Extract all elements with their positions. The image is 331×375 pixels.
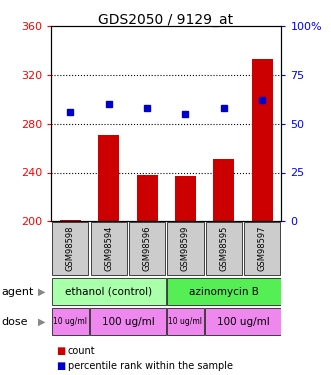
- Text: 10 ug/ml: 10 ug/ml: [168, 317, 203, 326]
- Bar: [91, 222, 127, 275]
- Text: GDS2050 / 9129_at: GDS2050 / 9129_at: [98, 13, 233, 27]
- Text: GSM98597: GSM98597: [258, 226, 267, 271]
- Bar: [52, 308, 89, 335]
- Text: 100 ug/ml: 100 ug/ml: [216, 316, 269, 327]
- Bar: [90, 308, 166, 335]
- Bar: [52, 278, 166, 305]
- Bar: [205, 308, 281, 335]
- Bar: [52, 222, 88, 275]
- Text: ■: ■: [56, 361, 66, 370]
- Text: GSM98598: GSM98598: [66, 226, 75, 271]
- Text: ethanol (control): ethanol (control): [65, 286, 152, 297]
- Bar: [137, 175, 158, 221]
- Text: GSM98599: GSM98599: [181, 226, 190, 271]
- Text: ■: ■: [56, 346, 66, 355]
- Bar: [244, 222, 280, 275]
- Bar: [129, 222, 165, 275]
- Bar: [206, 222, 242, 275]
- Text: GSM98594: GSM98594: [104, 226, 113, 271]
- Text: 10 ug/ml: 10 ug/ml: [54, 317, 87, 326]
- Text: GSM98595: GSM98595: [219, 226, 228, 271]
- Bar: [213, 159, 234, 221]
- Text: percentile rank within the sample: percentile rank within the sample: [68, 361, 233, 370]
- Text: GSM98596: GSM98596: [143, 226, 152, 271]
- Bar: [98, 135, 119, 221]
- Text: ▶: ▶: [38, 316, 45, 327]
- Bar: [167, 308, 204, 335]
- Bar: [252, 59, 273, 221]
- Text: azinomycin B: azinomycin B: [189, 286, 259, 297]
- Bar: [167, 222, 204, 275]
- Bar: [175, 176, 196, 221]
- Bar: [60, 220, 81, 221]
- Text: agent: agent: [2, 286, 34, 297]
- Text: dose: dose: [2, 316, 28, 327]
- Text: 100 ug/ml: 100 ug/ml: [102, 316, 154, 327]
- Text: count: count: [68, 346, 95, 355]
- Bar: [167, 278, 281, 305]
- Text: ▶: ▶: [38, 286, 45, 297]
